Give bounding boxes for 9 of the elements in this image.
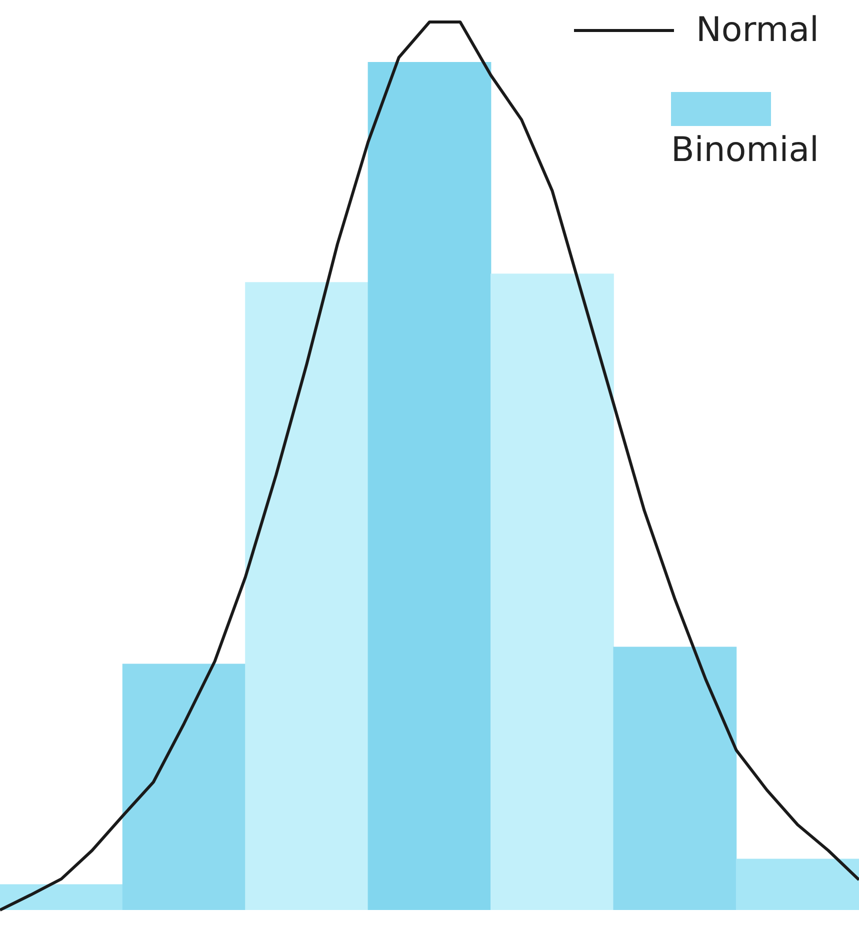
bar bbox=[368, 62, 492, 910]
bar bbox=[736, 858, 859, 910]
bar bbox=[0, 884, 124, 910]
bar bbox=[122, 664, 246, 910]
legend-label: Normal bbox=[696, 10, 819, 50]
bar bbox=[245, 282, 368, 910]
legend-label: Binomial bbox=[671, 130, 819, 170]
bar bbox=[490, 274, 614, 910]
bar bbox=[613, 646, 737, 910]
